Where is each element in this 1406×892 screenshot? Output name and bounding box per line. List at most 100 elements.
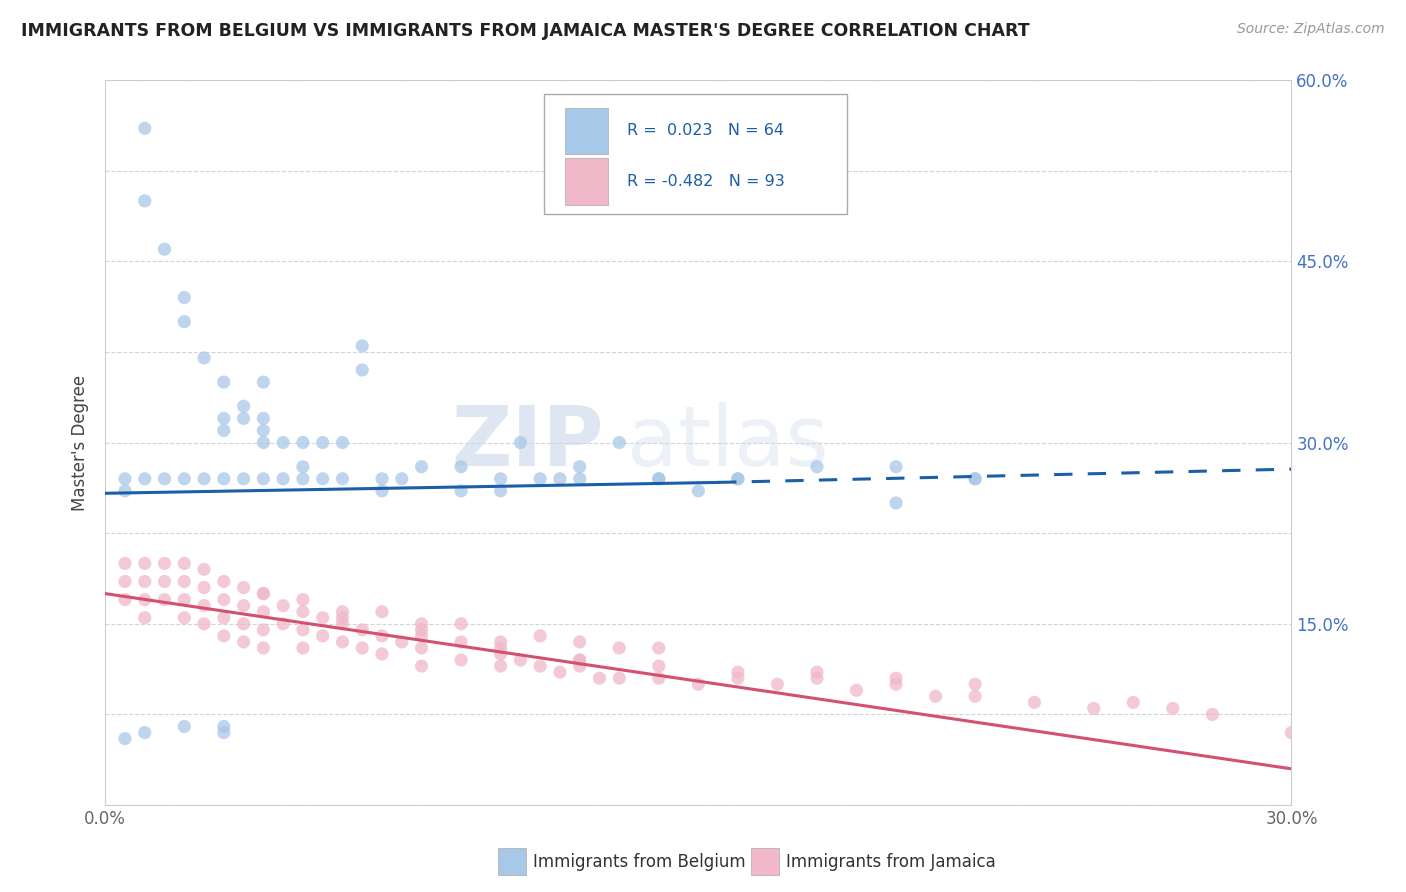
Text: Immigrants from Jamaica: Immigrants from Jamaica [786, 853, 995, 871]
Point [965, 472, 987, 486]
Point [252, 586, 274, 600]
Point [173, 719, 195, 733]
Point [114, 557, 136, 571]
Point [271, 599, 294, 613]
Point [193, 351, 215, 365]
Point [806, 665, 828, 680]
Point [134, 472, 156, 486]
Point [271, 435, 294, 450]
Point [548, 665, 571, 680]
Point [291, 435, 314, 450]
Point [134, 121, 156, 136]
Point [648, 640, 671, 655]
Point [352, 339, 374, 353]
Point [114, 592, 136, 607]
Point [232, 599, 254, 613]
Point [411, 629, 433, 643]
Point [271, 616, 294, 631]
Point [568, 635, 591, 649]
Point [173, 574, 195, 589]
Point [252, 472, 274, 486]
Point [688, 483, 710, 498]
Point [212, 411, 235, 425]
Point [489, 483, 512, 498]
Point [252, 605, 274, 619]
Point [509, 435, 531, 450]
Text: R = -0.482   N = 93: R = -0.482 N = 93 [627, 174, 785, 189]
Point [548, 472, 571, 486]
Point [489, 635, 512, 649]
Point [114, 472, 136, 486]
Point [232, 635, 254, 649]
Point [450, 616, 472, 631]
Point [212, 725, 235, 739]
Point [352, 640, 374, 655]
Point [134, 592, 156, 607]
Point [193, 472, 215, 486]
Point [153, 574, 176, 589]
Point [411, 640, 433, 655]
Point [845, 683, 868, 698]
Point [312, 472, 335, 486]
Point [371, 483, 394, 498]
Point [391, 472, 413, 486]
Point [332, 472, 354, 486]
Point [924, 690, 946, 704]
Point [252, 623, 274, 637]
Point [153, 592, 176, 607]
Point [291, 605, 314, 619]
Point [173, 592, 195, 607]
Point [153, 472, 176, 486]
Point [648, 472, 671, 486]
Point [489, 647, 512, 661]
Point [114, 574, 136, 589]
Point [232, 616, 254, 631]
Point [134, 194, 156, 208]
Point [529, 472, 551, 486]
Point [173, 472, 195, 486]
Point [173, 557, 195, 571]
Point [766, 677, 789, 691]
Point [312, 435, 335, 450]
Point [607, 435, 630, 450]
Point [884, 459, 907, 474]
Point [489, 472, 512, 486]
Point [411, 659, 433, 673]
Point [489, 640, 512, 655]
Point [212, 629, 235, 643]
Point [252, 424, 274, 438]
Point [371, 647, 394, 661]
Text: Immigrants from Belgium: Immigrants from Belgium [533, 853, 745, 871]
Point [153, 557, 176, 571]
Point [727, 671, 749, 685]
Point [607, 671, 630, 685]
Point [212, 611, 235, 625]
Point [371, 605, 394, 619]
Point [212, 424, 235, 438]
Point [1161, 701, 1184, 715]
Point [568, 472, 591, 486]
Point [232, 472, 254, 486]
Point [332, 611, 354, 625]
Point [568, 659, 591, 673]
Point [568, 653, 591, 667]
Point [509, 653, 531, 667]
Point [727, 472, 749, 486]
Point [411, 459, 433, 474]
Point [529, 629, 551, 643]
Point [884, 671, 907, 685]
Point [965, 677, 987, 691]
Point [134, 725, 156, 739]
Point [212, 472, 235, 486]
Point [134, 574, 156, 589]
Point [1201, 707, 1223, 722]
Point [252, 435, 274, 450]
Point [1281, 725, 1303, 739]
Point [232, 399, 254, 413]
Point [806, 459, 828, 474]
Point [291, 623, 314, 637]
Point [252, 375, 274, 389]
Point [352, 363, 374, 377]
Point [648, 671, 671, 685]
Point [193, 581, 215, 595]
